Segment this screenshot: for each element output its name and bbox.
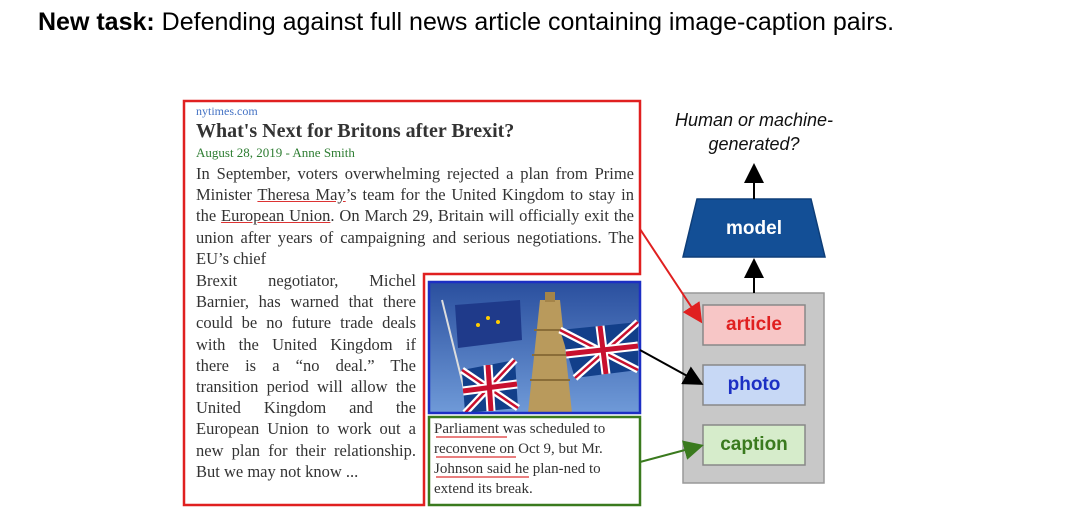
caption-entity-reconvene: to reconvene (434, 421, 606, 457)
article-outline (182, 99, 642, 507)
heading-text: Defending against full news article cont… (154, 8, 895, 36)
photo-image (429, 282, 641, 416)
article-byline: August 28, 2019 - Anne Smith (196, 145, 355, 160)
photo-caption: Parliament was scheduled to reconvene on… (434, 419, 634, 499)
heading-bold: New task: (38, 8, 155, 36)
entity-european-union: European Union (221, 206, 331, 226)
article-input-box (702, 304, 806, 346)
article-source: nytimes.com (196, 104, 258, 118)
photo-input-box (702, 364, 806, 406)
article-label: article (726, 314, 782, 335)
caption-text-2: on Oct 9, but (495, 441, 582, 457)
entity-theresa-may: Theresa May (257, 185, 346, 205)
photo-label: photo (727, 374, 781, 395)
model-label: model (726, 218, 782, 239)
caption-arrow (639, 440, 704, 463)
article-arrow (639, 228, 703, 324)
article-paragraph-left: Brexit negotiator, Michel Barnier, has w… (196, 271, 416, 481)
question-label: Human or machine-generated? (674, 110, 834, 154)
para-text-2: ’s team for the United Kingdom to stay i… (196, 185, 634, 226)
photo-outline (427, 280, 642, 415)
caption-text-1: was scheduled (498, 421, 594, 437)
page-heading: New task: Defending against full news ar… (38, 8, 894, 37)
caption-text-3: said he plan-ned to extend its break. (434, 461, 601, 497)
para-text-3: . On March 29, Britain will officially e… (196, 206, 634, 268)
caption-input-box (702, 424, 806, 466)
caption-entity-parliament: Parliament (434, 421, 499, 437)
model-block (682, 198, 826, 258)
caption-entity-johnson: Mr. Johnson (434, 441, 603, 477)
para-text-1: In September, voters overwhelming reject… (196, 164, 634, 205)
caption-label: caption (720, 434, 788, 455)
article-paragraph-top: In September, voters overwhelming reject… (196, 163, 634, 269)
article-title: What's Next for Britons after Brexit? (196, 120, 515, 142)
photo-arrow (639, 349, 704, 385)
